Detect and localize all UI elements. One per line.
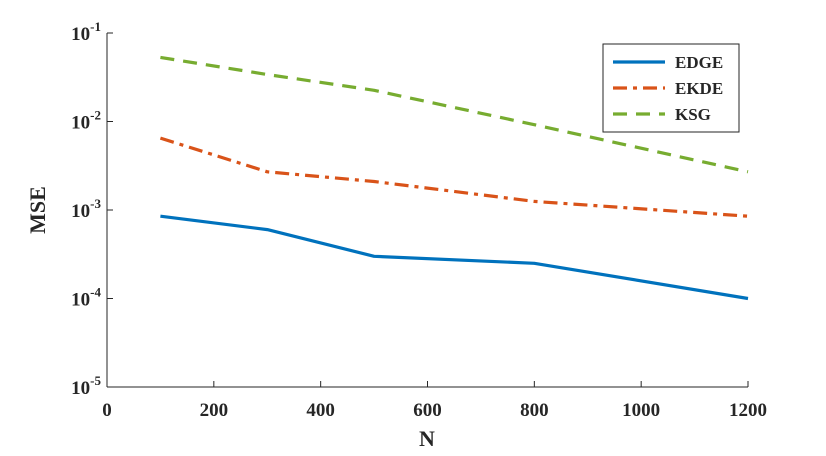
- series-lines: [159, 55, 749, 301]
- legend-label-ekde: EKDE: [675, 79, 723, 98]
- x-tick-label: 0: [102, 400, 112, 421]
- y-tick-label: 10-3: [71, 196, 101, 222]
- legend-label-ksg: KSG: [675, 105, 711, 124]
- series-line-ksg: [160, 55, 749, 174]
- y-tick-label: 10-2: [71, 108, 101, 134]
- x-axis-label: N: [419, 426, 435, 451]
- x-tick-label: 400: [306, 400, 335, 421]
- series-line-ekde: [159, 136, 749, 218]
- y-tick-label: 10-5: [71, 373, 101, 399]
- x-tick-label: 1000: [622, 400, 660, 421]
- y-axis-label: MSE: [25, 186, 50, 234]
- series-line-edge: [160, 214, 749, 301]
- x-tick-label: 800: [520, 400, 549, 421]
- x-tick-label: 600: [413, 400, 442, 421]
- y-tick-label: 10-1: [71, 19, 101, 45]
- legend: EDGE EKDE KSG: [602, 43, 740, 133]
- x-axis-ticks: 0 200 400 600 800 1000 1200: [102, 381, 767, 421]
- y-axis-ticks: 10-5 10-4 10-3 10-2 10-1: [71, 19, 113, 399]
- x-tick-label: 1200: [729, 400, 767, 421]
- legend-label-edge: EDGE: [675, 53, 723, 72]
- x-tick-label: 200: [200, 400, 229, 421]
- y-tick-label: 10-4: [71, 285, 101, 311]
